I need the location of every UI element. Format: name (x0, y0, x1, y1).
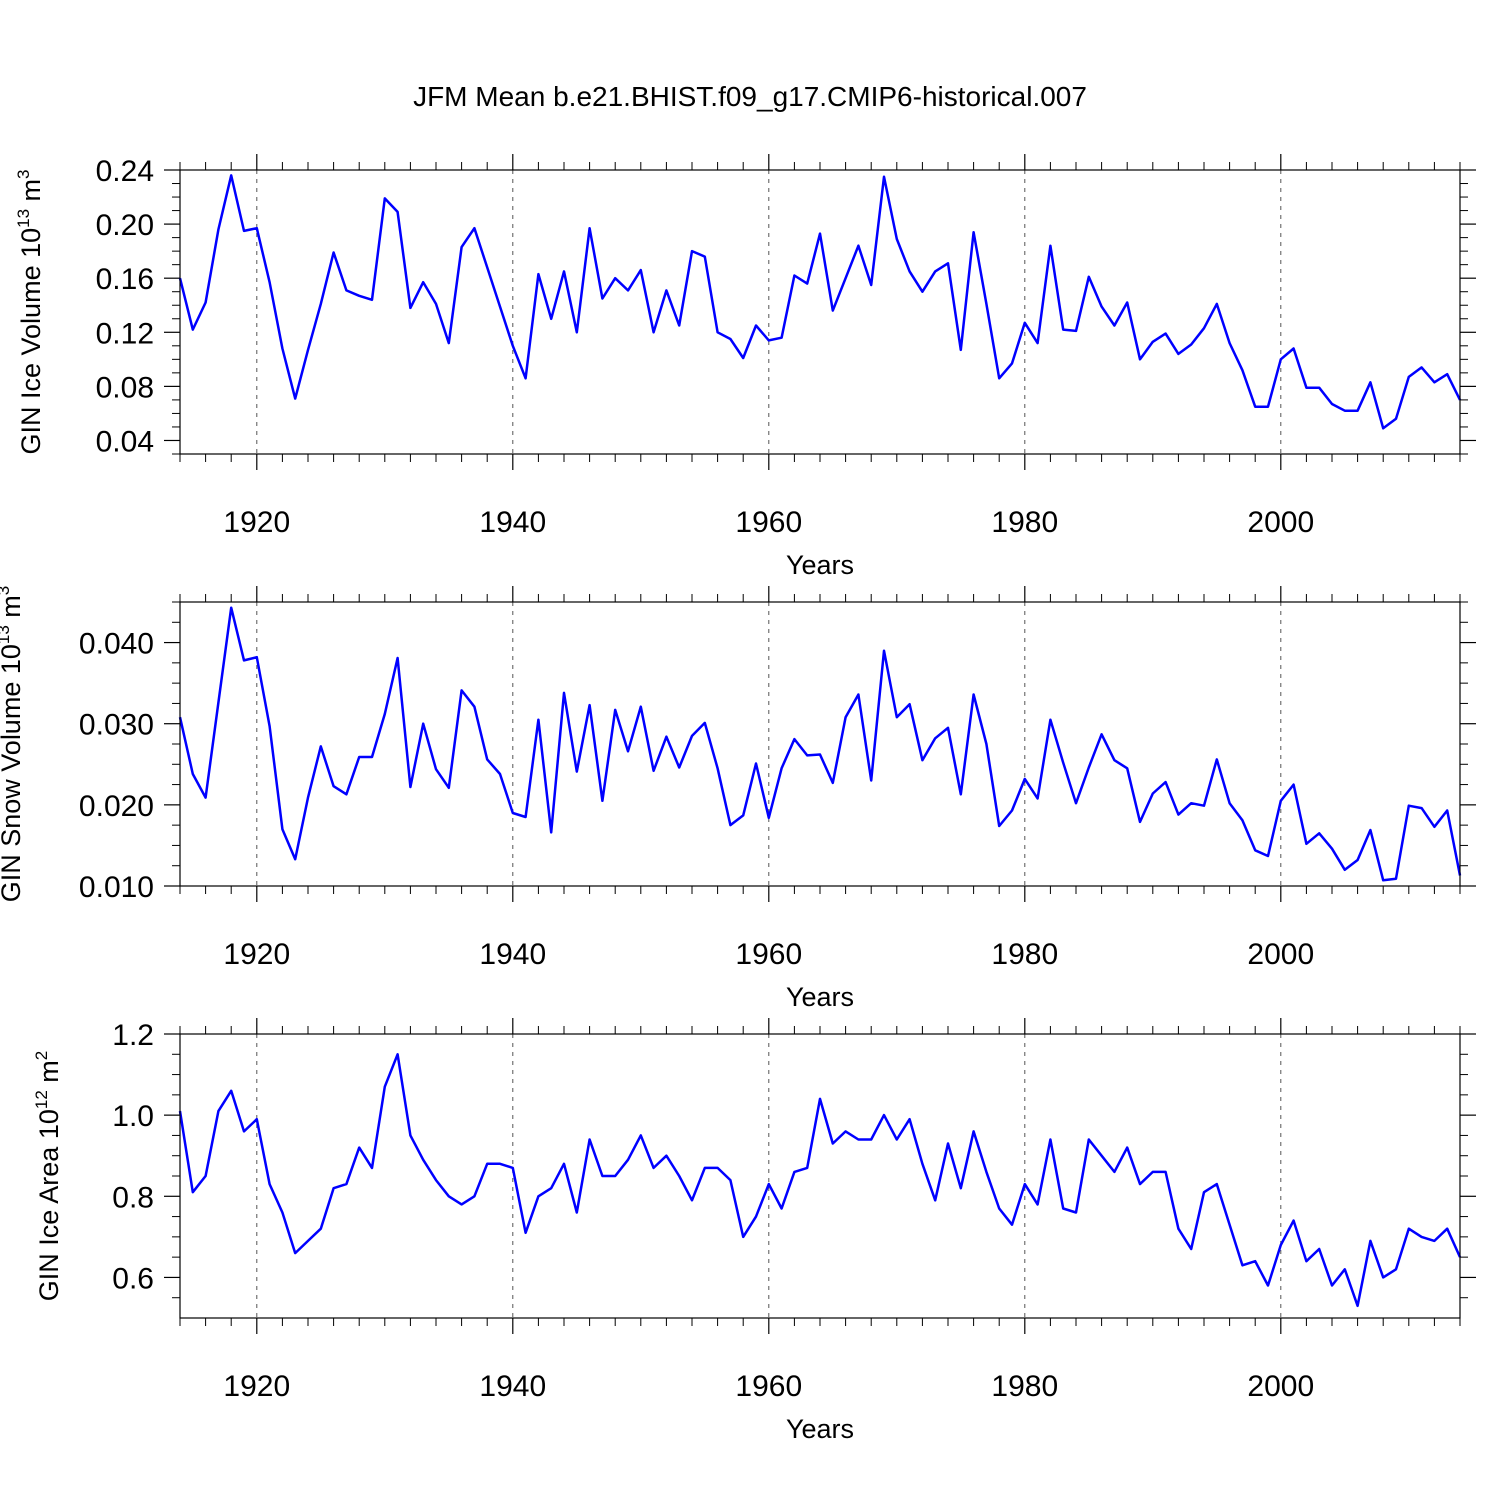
x-tick-label: 1980 (991, 506, 1058, 539)
y-tick-label: 1.0 (112, 1100, 154, 1133)
plot-frame (179, 169, 1461, 455)
x-tick-label: 2000 (1247, 506, 1314, 539)
x-tick-label: 1960 (735, 1370, 802, 1403)
y-label-text: GIN Snow Volume 10 (0, 644, 26, 902)
y-tick-label: 0.6 (112, 1262, 154, 1295)
x-axis-label: Years (786, 550, 854, 580)
x-tick-label: 1920 (223, 506, 290, 539)
x-tick-label: 2000 (1247, 938, 1314, 971)
y-label-unit: m (0, 595, 26, 625)
chart-panel-2: 1920 1940 1960 1980 2000 0.010 0.020 0.030 0.040… (0, 586, 1476, 1012)
x-tick-label: 2000 (1247, 1370, 1314, 1403)
y-label-text: GIN Ice Volume 10 (16, 228, 46, 455)
y-label-exponent: 13 (0, 625, 13, 644)
series-line (178, 174, 1462, 430)
x-tick-label: 1980 (991, 938, 1058, 971)
y-label-text: GIN Ice Area 10 (34, 1109, 64, 1301)
series-line (178, 1053, 1462, 1308)
x-tick-label: 1980 (991, 1370, 1058, 1403)
x-tick-label: 1960 (735, 506, 802, 539)
y-axis-label: GIN Ice Area 1012 m2 (32, 1051, 64, 1302)
y-tick-label: 0.08 (96, 371, 154, 404)
y-label-unit: m (34, 1060, 64, 1090)
chart-panel-3: 1920 1940 1960 1980 2000 0.6 0.8 1.0 1.2 Years GIN… (32, 1018, 1476, 1444)
y-label-exponent: 12 (32, 1090, 51, 1109)
x-tick-label: 1940 (479, 1370, 546, 1403)
x-tick-label: 1920 (223, 938, 290, 971)
y-tick-label: 0.030 (79, 709, 154, 742)
x-axis-label: Years (786, 1414, 854, 1444)
plot-frame (179, 601, 1461, 887)
y-tick-label: 0.24 (96, 155, 154, 188)
chart-panel-1: 1920 1940 1960 1980 2000 0.04 0.08 0.12 0.16 0.20… (14, 154, 1476, 580)
x-tick-label: 1960 (735, 938, 802, 971)
x-tick-label: 1920 (223, 1370, 290, 1403)
x-axis-label: Years (786, 982, 854, 1012)
y-label-unit-exponent: 3 (0, 586, 13, 595)
y-tick-label: 0.020 (79, 790, 154, 823)
y-tick-label: 0.04 (96, 425, 154, 458)
y-axis-label: GIN Ice Volume 1013 m3 (14, 169, 46, 454)
y-tick-label: 0.8 (112, 1181, 154, 1214)
series-line (178, 606, 1462, 882)
y-tick-label: 0.010 (79, 871, 154, 904)
y-label-exponent: 13 (14, 209, 33, 228)
y-tick-label: 0.040 (79, 628, 154, 661)
y-axis-label: GIN Snow Volume 1013 m3 (0, 586, 26, 903)
y-tick-label: 0.16 (96, 263, 154, 296)
y-tick-label: 0.20 (96, 209, 154, 242)
y-label-unit-exponent: 3 (14, 169, 33, 178)
y-tick-label: 1.2 (112, 1019, 154, 1052)
x-tick-label: 1940 (479, 938, 546, 971)
x-tick-label: 1940 (479, 506, 546, 539)
y-label-unit: m (16, 179, 46, 209)
panels: 1920 1940 1960 1980 2000 0.04 0.08 0.12 0.16 0.20… (0, 154, 1476, 1444)
y-tick-label: 0.12 (96, 317, 154, 350)
plot-frame (179, 1033, 1461, 1319)
y-label-unit-exponent: 2 (32, 1051, 51, 1060)
figure-title: JFM Mean b.e21.BHIST.f09_g17.CMIP6-histo… (413, 81, 1087, 112)
